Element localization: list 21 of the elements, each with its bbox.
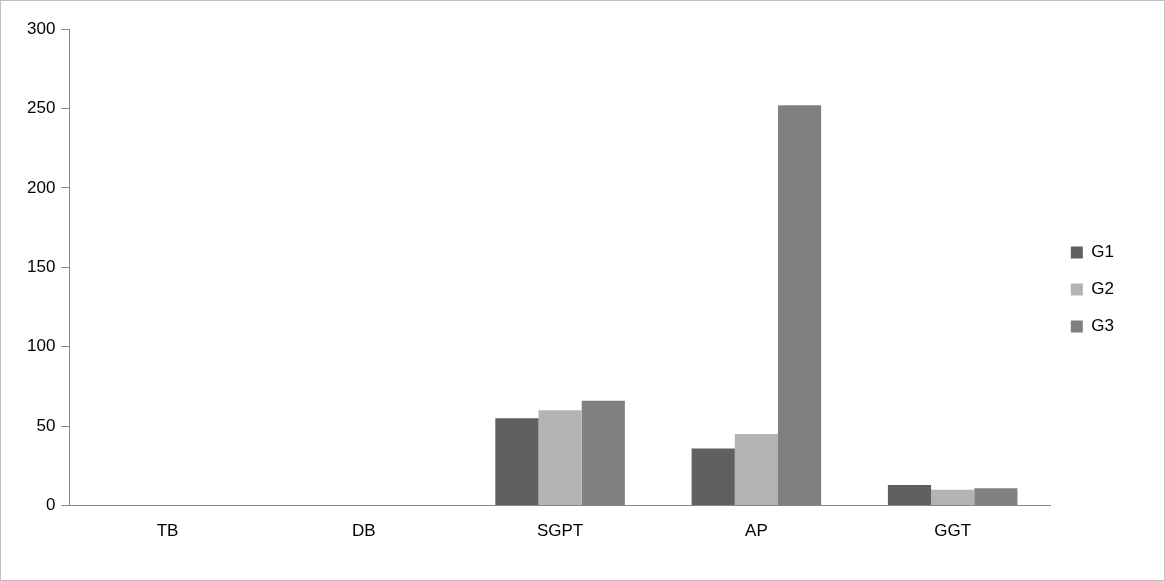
bar bbox=[887, 484, 932, 506]
x-tick-label: DB bbox=[351, 521, 376, 541]
bar bbox=[734, 434, 778, 506]
bar bbox=[931, 489, 975, 506]
y-tick-label: 50 bbox=[36, 415, 56, 435]
x-tick-label: TB bbox=[156, 521, 179, 541]
bar bbox=[691, 448, 735, 506]
legend-label: G3 bbox=[1091, 316, 1115, 336]
y-tick-label: 250 bbox=[26, 98, 56, 118]
y-tick-label: 200 bbox=[26, 177, 56, 197]
x-tick-label: AP bbox=[745, 521, 768, 541]
y-tick-label: 300 bbox=[26, 18, 56, 38]
legend-label: G2 bbox=[1091, 279, 1115, 299]
y-tick-label: 100 bbox=[26, 336, 56, 356]
legend-label: G1 bbox=[1091, 242, 1115, 262]
bar bbox=[495, 418, 539, 506]
x-tick-label: GGT bbox=[934, 521, 972, 541]
x-tick-label: SGPT bbox=[536, 521, 584, 541]
y-tick-label: 150 bbox=[26, 256, 56, 276]
y-tick-label: 0 bbox=[45, 495, 56, 515]
bar bbox=[538, 410, 582, 506]
